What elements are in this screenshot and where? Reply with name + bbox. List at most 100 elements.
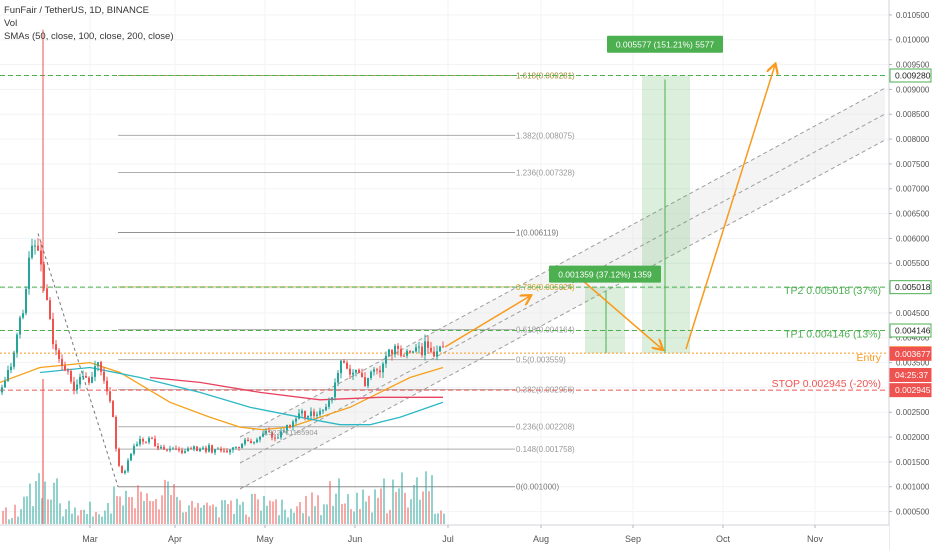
- volume-bar: [74, 507, 76, 524]
- time-tick-label: Nov: [807, 534, 824, 544]
- candle-body: [298, 413, 300, 419]
- trade-level-label: Entry: [856, 352, 881, 364]
- projection-arrow: [685, 65, 775, 350]
- candle-body: [139, 439, 141, 445]
- volume-bar: [2, 511, 4, 524]
- candle-body: [235, 446, 237, 448]
- volume-bar: [428, 491, 430, 524]
- candle-body: [187, 448, 189, 452]
- volume-bar: [101, 516, 103, 524]
- tp2-zone: [585, 287, 625, 354]
- price-tick-label: 0.009000: [896, 85, 930, 94]
- volume-bar: [338, 478, 340, 524]
- price-tag-label: 04:25:37: [895, 370, 928, 380]
- tp2-measure-label: 0.001359 (37.12%) 1359: [558, 270, 652, 280]
- candle-body: [430, 347, 432, 352]
- volume-bar: [125, 490, 127, 524]
- candle-body: [328, 400, 330, 407]
- volume-bar: [293, 512, 295, 524]
- volume-bar: [206, 502, 208, 524]
- time-axis: Mar Apr May Jun Jul Aug Sep Oct Nov: [0, 524, 889, 550]
- volume-bar: [197, 503, 199, 524]
- candle-body: [37, 245, 39, 251]
- volume-bar: [287, 517, 289, 524]
- candle-body: [277, 437, 279, 439]
- volume-bar: [194, 507, 196, 524]
- volume-bar: [17, 516, 19, 524]
- volume-bar: [5, 507, 7, 524]
- candle-body: [91, 376, 93, 383]
- volume-indicator-label[interactable]: Vol: [4, 18, 18, 29]
- candle-body: [1, 387, 3, 393]
- volume-bar: [353, 511, 355, 524]
- time-tick-label: Apr: [168, 534, 182, 544]
- candle-body: [418, 346, 420, 348]
- price-axis: 0.000500 0.001000 0.001500 0.002000 0.002500…: [888, 0, 932, 550]
- candle-body: [346, 362, 348, 369]
- candle-body: [109, 391, 111, 402]
- candle-body: [283, 430, 285, 432]
- candle-body: [361, 372, 363, 378]
- volume-bar: [365, 501, 367, 524]
- candle-body: [310, 411, 312, 416]
- volume-bar: [185, 512, 187, 524]
- volume-bar: [191, 500, 193, 524]
- sma-line: [149, 376, 443, 401]
- candle-body: [166, 449, 168, 451]
- candle-body: [415, 347, 417, 352]
- volume-bar: [422, 491, 424, 524]
- candle-body: [28, 257, 30, 290]
- chart-title[interactable]: FunFair / TetherUS, 1D, BINANCE: [4, 5, 150, 16]
- channel-line: [239, 87, 886, 438]
- volume-bar: [434, 513, 436, 524]
- volume-bar: [59, 503, 61, 524]
- price-tag-box: [889, 367, 932, 382]
- tp2-measure-label-box: [549, 265, 661, 283]
- candle-body: [208, 445, 210, 452]
- trade-level-label: STOP 0.002945 (-20%): [772, 378, 881, 390]
- candle-body: [220, 448, 222, 451]
- target-zones: [585, 75, 690, 354]
- candle-body: [355, 369, 357, 373]
- volume-bar: [404, 492, 406, 524]
- candle-body: [133, 446, 135, 454]
- candle-body: [55, 344, 57, 351]
- measurement-labels: 0.005577 (151.21%) 5577 0.001359 (37.12%)…: [549, 35, 723, 283]
- candle-body: [193, 446, 195, 450]
- candle-body: [244, 439, 246, 444]
- price-tick-label: 0.001000: [896, 483, 930, 492]
- volume-bar: [332, 505, 334, 524]
- candle-body: [223, 450, 225, 452]
- fib-level-label: 0.236(0.002208): [516, 423, 575, 432]
- volume-bar: [35, 481, 37, 524]
- candle-body: [181, 450, 183, 453]
- candle-body: [142, 439, 144, 442]
- fib-level-label: 0.148(0.001758): [516, 445, 575, 454]
- candle-body: [253, 442, 255, 444]
- sma-indicator-label[interactable]: SMAs (50, close, 100, close, 200, close): [4, 31, 174, 42]
- volume-bar: [359, 509, 361, 524]
- volume-bar: [272, 501, 274, 524]
- candle-body: [22, 313, 24, 318]
- volume-bar: [8, 519, 10, 524]
- candle-body: [262, 433, 264, 437]
- volume-bar: [347, 494, 349, 524]
- candle-body: [10, 366, 12, 370]
- candle-body: [295, 418, 297, 422]
- volume-bar: [437, 513, 439, 524]
- volume-bar: [203, 504, 205, 524]
- candle-body: [337, 373, 339, 383]
- volume-bar: [377, 497, 379, 524]
- candle-body: [439, 346, 441, 352]
- volume-bar: [386, 513, 388, 524]
- volume-bar: [200, 507, 202, 524]
- trade-labels: TP2 0.005018 (37%) TP1 0.004146 (13%) Entr…: [772, 285, 882, 390]
- candle-body: [16, 334, 18, 353]
- volume-bar: [92, 516, 94, 524]
- trade-level-label: TP1 0.004146 (13%): [784, 328, 881, 340]
- volume-bar: [149, 500, 151, 524]
- candle-body: [229, 449, 231, 453]
- volume-bar: [368, 495, 370, 524]
- fib-level-label: 1(0.006119): [516, 228, 559, 237]
